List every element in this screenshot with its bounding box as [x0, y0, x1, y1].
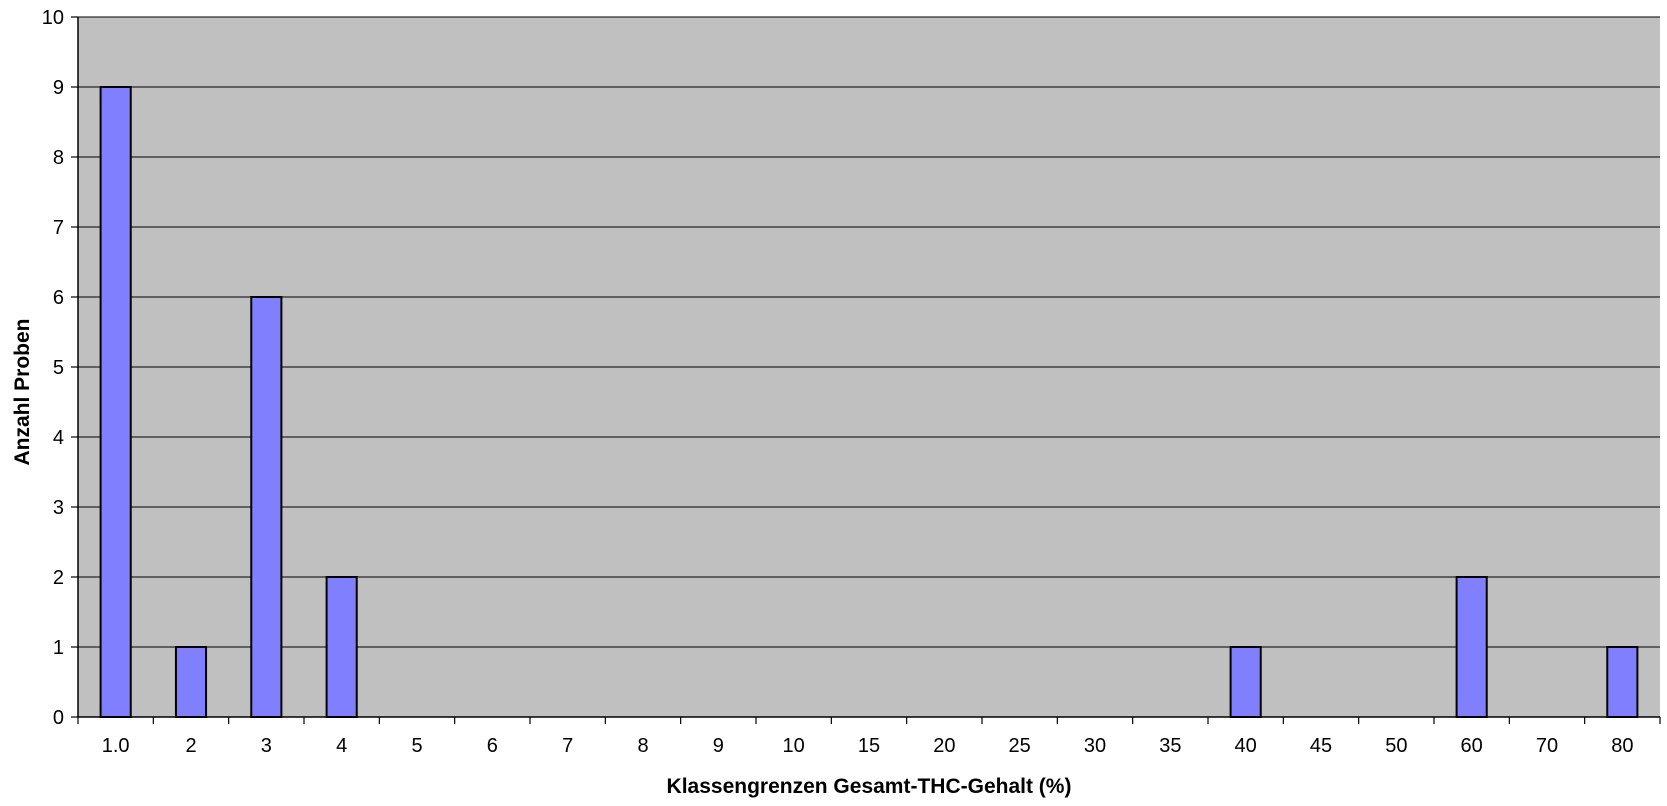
- x-tick-label: 60: [1461, 735, 1483, 757]
- y-tick-label: 0: [53, 707, 64, 729]
- x-tick-label: 9: [713, 735, 724, 757]
- x-tick-label: 45: [1310, 735, 1332, 757]
- y-tick-label: 3: [53, 497, 64, 519]
- x-tick-label: 20: [933, 735, 955, 757]
- x-tick-label: 5: [411, 735, 422, 757]
- bar: [174, 646, 208, 718]
- bar: [325, 576, 358, 718]
- x-tick-label: 35: [1159, 735, 1181, 757]
- x-tick-label: 40: [1235, 735, 1257, 757]
- y-tick-label: 1: [53, 637, 64, 659]
- y-tick-label: 5: [53, 357, 64, 379]
- y-tick-label: 4: [53, 427, 64, 449]
- x-tick-label: 25: [1009, 735, 1031, 757]
- y-tick-label: 7: [53, 217, 64, 239]
- axes: [71, 16, 1661, 724]
- x-tick-label: 4: [336, 735, 347, 757]
- x-tick-label: 15: [858, 735, 880, 757]
- bar: [1455, 576, 1488, 718]
- y-tick-label: 9: [53, 77, 64, 99]
- y-tick-labels: 0 1 2 3 4 5 6 7 8 9 10: [42, 7, 64, 729]
- x-tick-label: 3: [261, 735, 272, 757]
- x-tick-label: 10: [783, 735, 805, 757]
- x-tick-label: 8: [637, 735, 648, 757]
- x-tick-label: 50: [1385, 735, 1407, 757]
- x-axis-title: Klassengrenzen Gesamt-THC-Gehalt (%): [667, 775, 1072, 798]
- bar: [1229, 646, 1262, 718]
- y-tick-label: 2: [53, 567, 64, 589]
- bar: [1606, 646, 1639, 718]
- x-tick-labels: 1.0 2 3 4 5 6 7 8 9 10 15 20 25 30 35 40 45 50 60 70 80: [102, 735, 1634, 757]
- x-tick-label: 2: [185, 735, 196, 757]
- y-axis-title: Anzahl Proben: [11, 318, 34, 465]
- x-tick-label: 80: [1611, 735, 1633, 757]
- y-tick-label: 10: [42, 7, 64, 29]
- x-tick-label: 1.0: [102, 735, 130, 757]
- x-tick-label: 70: [1536, 735, 1558, 757]
- gridlines: [78, 16, 1660, 648]
- x-tick-label: 6: [487, 735, 498, 757]
- x-tick-label: 7: [562, 735, 573, 757]
- bar: [99, 86, 132, 718]
- y-tick-label: 6: [53, 287, 64, 309]
- y-tick-label: 8: [53, 147, 64, 169]
- bar: [250, 296, 283, 718]
- x-tick-label: 30: [1084, 735, 1106, 757]
